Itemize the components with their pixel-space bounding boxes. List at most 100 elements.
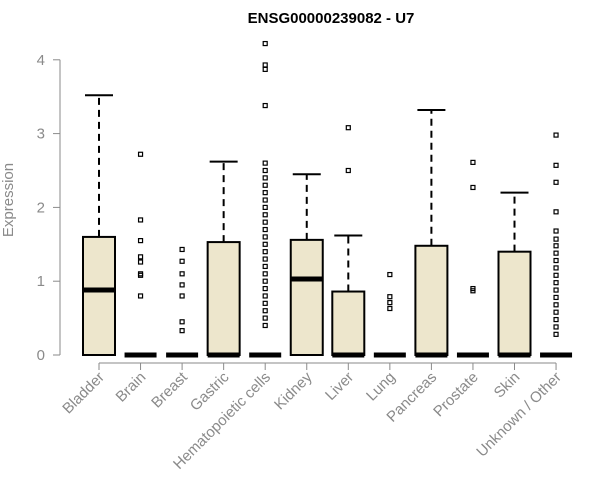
outlier-point bbox=[179, 328, 185, 334]
outlier-point bbox=[179, 293, 185, 299]
outlier-point bbox=[179, 246, 185, 253]
outlier-point bbox=[470, 184, 476, 191]
box-group bbox=[249, 40, 282, 358]
outlier-point bbox=[179, 319, 185, 325]
x-tick-label: Liver bbox=[322, 369, 357, 404]
outlier-point bbox=[262, 62, 268, 68]
outlier-point bbox=[137, 259, 144, 265]
outlier-point bbox=[262, 271, 268, 277]
outlier-point bbox=[262, 102, 268, 109]
outlier-point bbox=[553, 287, 559, 293]
outlier-point bbox=[137, 293, 144, 299]
outlier-point bbox=[262, 234, 268, 240]
outlier-point bbox=[262, 285, 268, 292]
outlier-point bbox=[179, 258, 185, 264]
y-tick-label: 0 bbox=[37, 347, 45, 364]
box-group bbox=[497, 191, 532, 358]
outlier-point bbox=[262, 293, 268, 299]
outlier-point bbox=[553, 257, 559, 264]
outlier-point bbox=[553, 331, 559, 337]
outlier-point bbox=[262, 263, 268, 270]
box-group bbox=[206, 160, 241, 358]
outlier-point bbox=[262, 256, 268, 262]
outlier-point bbox=[553, 162, 559, 168]
outlier-point bbox=[387, 294, 393, 300]
outlier-point bbox=[553, 265, 559, 271]
outlier-point bbox=[179, 282, 185, 288]
x-tick-label: Lung bbox=[363, 369, 399, 405]
outlier-point bbox=[262, 226, 268, 233]
outlier-point bbox=[553, 272, 559, 278]
outlier-point bbox=[262, 241, 268, 247]
outlier-point bbox=[345, 167, 351, 174]
box-group bbox=[456, 159, 489, 358]
box-iqr bbox=[331, 290, 366, 357]
outlier-point bbox=[262, 315, 268, 321]
outlier-point bbox=[345, 125, 351, 131]
y-axis: 0 1 2 3 4 bbox=[37, 52, 61, 364]
outlier-point bbox=[137, 254, 144, 260]
box-group bbox=[82, 94, 116, 356]
outlier-point bbox=[262, 212, 268, 218]
x-tick-label: Kidney bbox=[271, 368, 316, 413]
outlier-point bbox=[262, 197, 268, 203]
outlier-point bbox=[137, 217, 144, 223]
box-iqr bbox=[289, 238, 324, 356]
y-axis-label: Expression bbox=[0, 163, 17, 237]
outlier-point bbox=[137, 238, 144, 244]
outlier-point bbox=[137, 151, 144, 157]
box-iqr bbox=[497, 250, 532, 356]
outlier-point bbox=[470, 285, 476, 292]
y-tick-label: 1 bbox=[37, 273, 45, 290]
box-iqr bbox=[414, 244, 449, 356]
outlier-point bbox=[553, 228, 559, 234]
outlier-point bbox=[553, 179, 559, 185]
outlier-point bbox=[262, 175, 268, 181]
outlier-point bbox=[262, 66, 268, 72]
outlier-point bbox=[262, 40, 268, 47]
outlier-point bbox=[262, 219, 268, 225]
outlier-point bbox=[553, 280, 559, 286]
box-iqr bbox=[82, 235, 116, 356]
y-tick-label: 2 bbox=[37, 199, 45, 216]
outlier-point bbox=[137, 271, 144, 277]
box-group bbox=[540, 132, 573, 358]
box-group bbox=[124, 151, 157, 358]
outlier-point bbox=[553, 243, 559, 249]
outlier-point bbox=[179, 271, 185, 277]
outlier-point bbox=[262, 322, 268, 329]
box-group bbox=[289, 173, 324, 356]
outlier-point bbox=[262, 190, 268, 196]
outlier-point bbox=[387, 300, 393, 306]
outlier-point bbox=[387, 271, 393, 278]
y-tick-label: 3 bbox=[37, 126, 45, 143]
x-tick-label: Skin bbox=[491, 369, 524, 402]
outlier-point bbox=[553, 209, 559, 215]
outlier-point bbox=[262, 300, 268, 306]
outlier-point bbox=[553, 294, 559, 301]
outlier-point bbox=[553, 302, 559, 308]
outlier-point bbox=[262, 308, 268, 314]
x-tick-label: Breast bbox=[148, 368, 191, 411]
outlier-point bbox=[262, 204, 268, 210]
x-tick-label: Bladder bbox=[59, 369, 108, 418]
outlier-point bbox=[470, 159, 476, 165]
outlier-point bbox=[262, 278, 268, 284]
x-tick-label: Prostate bbox=[430, 369, 482, 421]
outlier-point bbox=[262, 167, 268, 174]
outlier-point bbox=[262, 160, 268, 166]
box-group bbox=[166, 246, 199, 358]
x-tick-label: Brain bbox=[113, 369, 150, 406]
outlier-point bbox=[553, 309, 559, 315]
outlier-point bbox=[553, 316, 559, 323]
outlier-point bbox=[553, 236, 559, 242]
box-iqr bbox=[206, 241, 241, 356]
chart-title: ENSG00000239082 - U7 bbox=[248, 10, 415, 27]
y-tick-label: 4 bbox=[37, 52, 45, 69]
box-group bbox=[414, 108, 449, 358]
outlier-point bbox=[553, 324, 559, 330]
outlier-point bbox=[262, 249, 268, 255]
box-group bbox=[331, 125, 366, 358]
